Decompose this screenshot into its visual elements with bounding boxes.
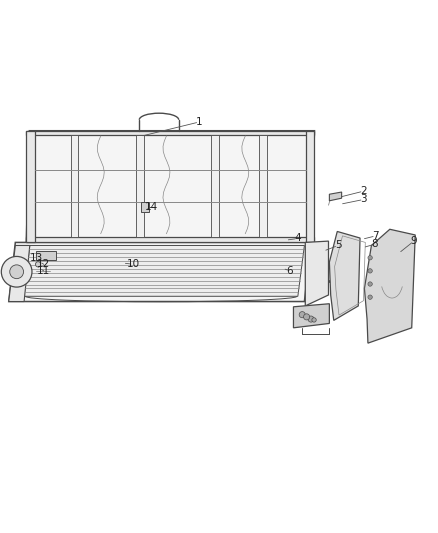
Polygon shape (26, 131, 314, 243)
Text: 7: 7 (372, 231, 379, 241)
Polygon shape (26, 131, 35, 243)
Text: 12: 12 (37, 260, 50, 269)
Text: 3: 3 (360, 195, 367, 205)
Polygon shape (9, 246, 30, 302)
Polygon shape (329, 192, 342, 201)
Text: 8: 8 (371, 239, 378, 249)
Text: 11: 11 (37, 266, 50, 276)
Circle shape (312, 318, 316, 322)
Circle shape (368, 269, 372, 273)
Circle shape (1, 256, 32, 287)
Polygon shape (306, 131, 314, 243)
Polygon shape (259, 135, 267, 237)
Text: 13: 13 (30, 253, 43, 263)
Text: 2: 2 (360, 186, 367, 196)
Text: 4: 4 (294, 233, 301, 244)
Circle shape (299, 312, 305, 318)
Polygon shape (24, 246, 304, 296)
Circle shape (35, 262, 41, 267)
Text: 14: 14 (145, 203, 158, 212)
Text: 9: 9 (410, 236, 417, 246)
Polygon shape (71, 135, 78, 237)
Polygon shape (364, 229, 415, 343)
Text: 6: 6 (286, 266, 293, 276)
Polygon shape (9, 243, 311, 302)
Bar (36, 251, 56, 260)
Circle shape (10, 265, 24, 279)
Text: 10: 10 (127, 260, 140, 269)
Circle shape (304, 314, 310, 320)
Polygon shape (26, 237, 314, 243)
Circle shape (368, 295, 372, 300)
Text: 1: 1 (196, 117, 203, 127)
Polygon shape (329, 231, 360, 320)
Polygon shape (305, 241, 328, 306)
Polygon shape (136, 135, 144, 237)
Circle shape (368, 255, 372, 260)
Bar (141, 202, 149, 212)
Polygon shape (26, 131, 314, 135)
Circle shape (368, 282, 372, 286)
Circle shape (308, 316, 314, 322)
Polygon shape (293, 304, 329, 328)
Text: 5: 5 (335, 240, 342, 251)
Polygon shape (211, 135, 219, 237)
